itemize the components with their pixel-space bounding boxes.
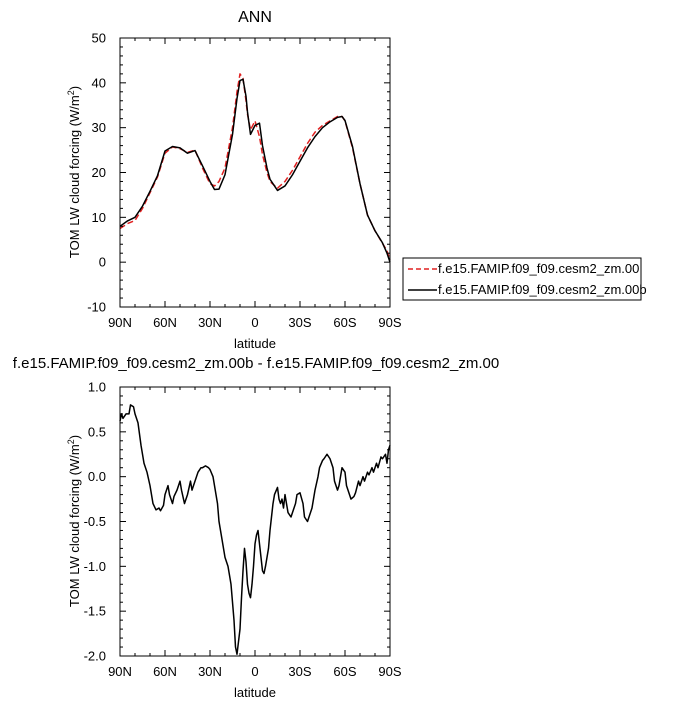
top-y-tick-label: 10 [92, 210, 106, 225]
legend-box [402, 257, 642, 301]
top-x-tick-label: 60N [153, 315, 177, 330]
bottom-x-tick-label: 90S [378, 664, 401, 679]
top-chart-legend: f.e15.FAMIP.f09_f09.cesm2_zm.00 f.e15.FA… [402, 257, 647, 301]
bottom-chart-y-label: TOM LW cloud forcing (W/m2) [66, 435, 82, 607]
bottom-x-tick-label: 30S [288, 664, 311, 679]
top-chart: ANN 90N 60N 30N 0 30S 60S 90S -10 0 10 20 30 40 50 TO… [66, 9, 647, 351]
top-chart-title: ANN [238, 9, 272, 26]
bottom-x-tick-label: 0 [251, 664, 258, 679]
bottom-chart-title: f.e15.FAMIP.f09_f09.cesm2_zm.00b - f.e15… [13, 355, 499, 372]
bottom-chart-frame [119, 386, 391, 657]
top-y-tick-label: 20 [92, 165, 106, 180]
bottom-y-tick-label: -0.5 [84, 514, 106, 529]
bottom-x-tick-label: 60N [153, 664, 177, 679]
bottom-x-tick-label: 30N [198, 664, 222, 679]
legend-entry-label: f.e15.FAMIP.f09_f09.cesm2_zm.00 [438, 261, 639, 276]
bottom-y-tick-label: -1.5 [84, 604, 106, 619]
top-y-tick-label: 40 [92, 75, 106, 90]
bottom-x-tick-label: 90N [108, 664, 132, 679]
top-x-tick-label: 0 [251, 315, 258, 330]
bottom-chart-series-lines [119, 404, 391, 655]
bottom-chart-x-label: latitude [234, 685, 276, 700]
top-y-tick-label: 0 [99, 255, 106, 270]
top-chart-x-label: latitude [234, 336, 276, 351]
top-chart-frame [119, 37, 391, 308]
top-y-tick-label: -10 [87, 300, 106, 315]
bottom-chart-ticks: 90N 60N 30N 0 30S 60S 90S -2.0 -1.5 -1.0 -0.5 0.0 0.… [84, 380, 402, 680]
legend-entry-label: f.e15.FAMIP.f09_f09.cesm2_zm.00b [438, 282, 647, 297]
top-y-tick-label: 50 [92, 31, 106, 46]
top-chart-series-lines [119, 73, 391, 263]
top-series-line-1 [119, 78, 391, 263]
top-x-tick-label: 60S [333, 315, 356, 330]
bottom-series-line-0 [119, 404, 391, 655]
top-x-tick-label: 90N [108, 315, 132, 330]
top-x-tick-label: 30N [198, 315, 222, 330]
top-x-tick-label: 30S [288, 315, 311, 330]
bottom-x-tick-label: 60S [333, 664, 356, 679]
bottom-chart: f.e15.FAMIP.f09_f09.cesm2_zm.00b - f.e15… [13, 355, 499, 700]
bottom-y-tick-label: -2.0 [84, 649, 106, 664]
top-chart-y-label: TOM LW cloud forcing (W/m2) [66, 86, 82, 258]
top-y-tick-label: 30 [92, 120, 106, 135]
bottom-y-tick-label: 1.0 [88, 380, 106, 395]
bottom-y-tick-label: 0.0 [88, 469, 106, 484]
top-chart-ticks: 90N 60N 30N 0 30S 60S 90S -10 0 10 20 30 40 50 [87, 31, 402, 331]
bottom-y-tick-label: 0.5 [88, 424, 106, 439]
top-x-tick-label: 90S [378, 315, 401, 330]
bottom-y-tick-label: -1.0 [84, 559, 106, 574]
